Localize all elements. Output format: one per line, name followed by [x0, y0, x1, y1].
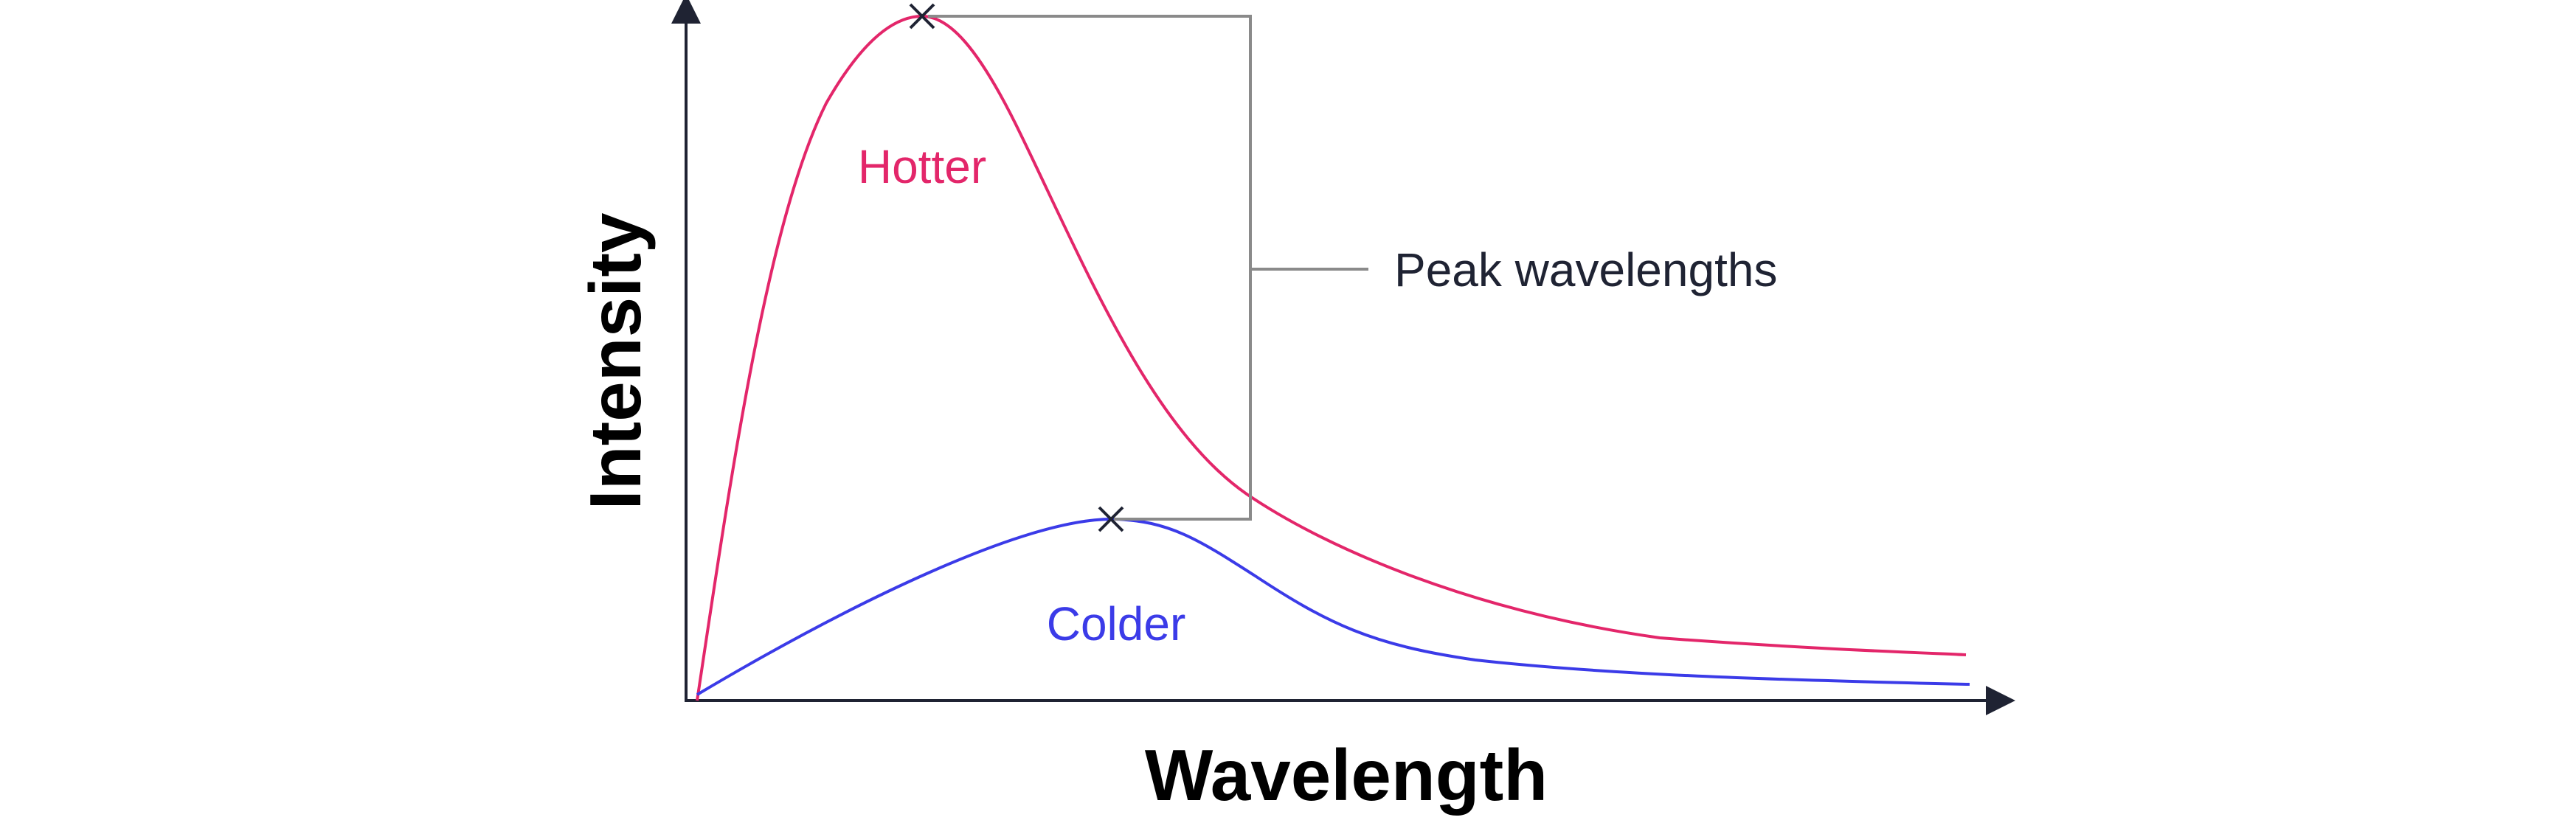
x-axis-title: Wavelength	[1145, 734, 1548, 816]
x-mark-icon	[1098, 506, 1124, 532]
hotter-label: Hotter	[858, 140, 986, 193]
x-mark-icon	[909, 3, 935, 29]
colder-label: Colder	[1047, 597, 1186, 650]
hotter-curve	[696, 14, 1967, 701]
peak-bracket	[928, 15, 1252, 521]
y-axis-title: Intensity	[575, 213, 656, 510]
colder-curve	[696, 517, 1970, 696]
peak-wavelengths-label: Peak wavelengths	[1394, 243, 1777, 296]
